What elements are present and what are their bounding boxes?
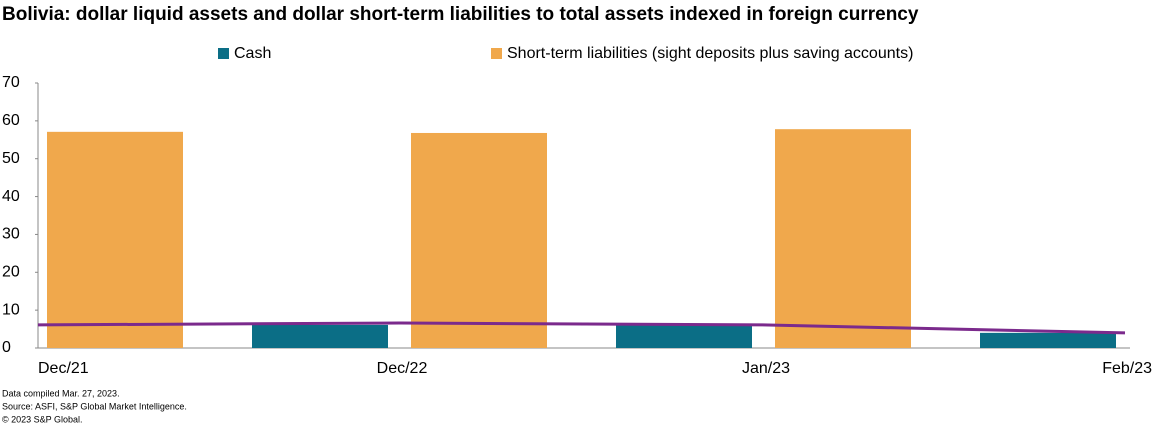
legend-swatch — [218, 48, 229, 59]
y-tick-label: 20 — [2, 264, 20, 281]
bar — [616, 324, 752, 348]
x-tick-label: Feb/23 — [1102, 360, 1152, 377]
x-tick-label: Dec/21 — [38, 360, 89, 377]
bar — [411, 132, 547, 348]
bar — [775, 129, 911, 348]
chart-title: Bolivia: dollar liquid assets and dollar… — [2, 4, 919, 25]
legend-label: Short-term liabilities (sight deposits p… — [507, 45, 913, 62]
bar — [47, 131, 183, 348]
y-tick-label: 10 — [2, 301, 20, 318]
legend-swatch — [491, 48, 502, 59]
note: Source: ASFI, S&P Global Market Intellig… — [2, 401, 187, 411]
legend-label: Cash — [234, 45, 271, 62]
bar — [980, 332, 1116, 348]
y-tick-label: 60 — [2, 112, 20, 129]
x-tick-label: Jan/23 — [742, 360, 790, 377]
x-tick-label: Dec/22 — [377, 360, 428, 377]
y-tick-label: 50 — [2, 150, 20, 167]
y-tick-label: 70 — [2, 74, 20, 91]
note: © 2023 S&P Global. — [2, 414, 83, 424]
note: Data compiled Mar. 27, 2023. — [2, 388, 120, 398]
y-tick-label: 40 — [2, 188, 20, 205]
y-tick-label: 0 — [2, 339, 11, 356]
y-tick-label: 30 — [2, 226, 20, 243]
line — [37, 321, 1126, 335]
bar — [252, 324, 388, 348]
